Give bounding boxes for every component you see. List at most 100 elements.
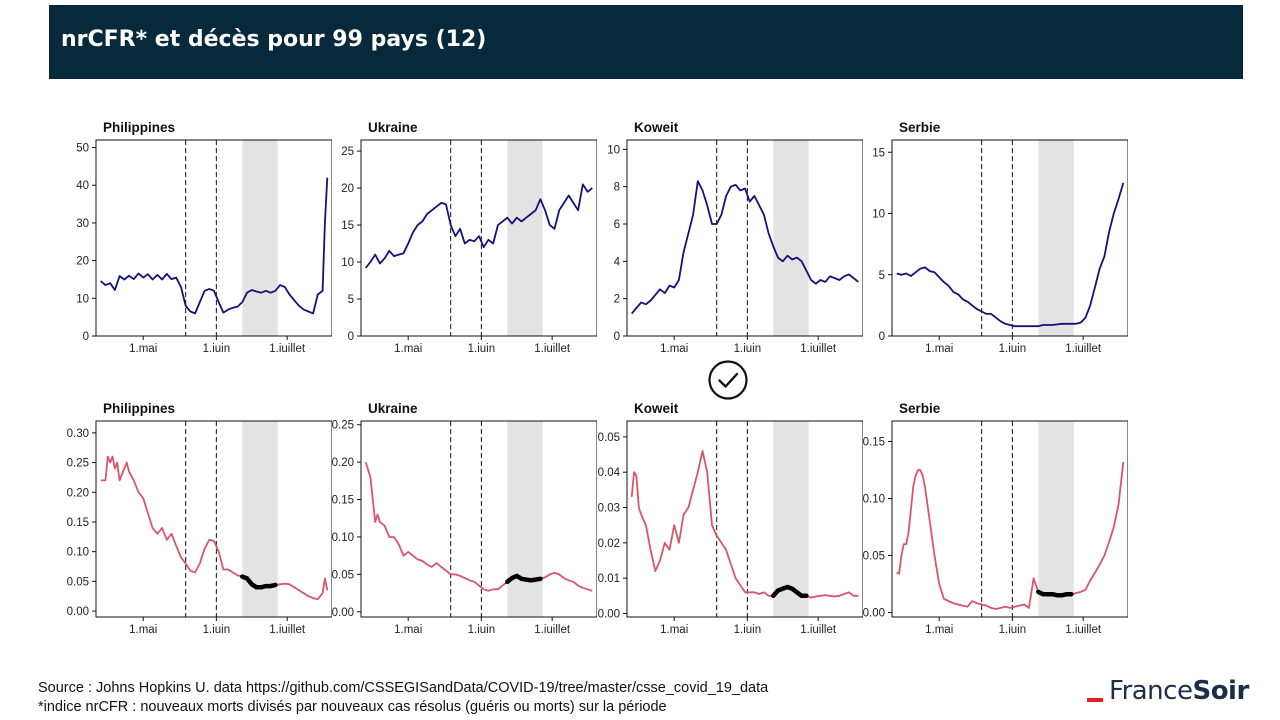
shaded-period: [242, 140, 278, 336]
chart-panel-top-ukraine: 0 5 10 15 20 25 1.mai 1.juin 1.juillet Ukraine: [327, 112, 597, 352]
series-line: [896, 182, 1125, 328]
y-tick-label: 40: [76, 180, 89, 192]
check-circle-icon: [708, 360, 748, 400]
y-tick-label: 0.00: [863, 607, 885, 619]
series-line: [631, 180, 859, 315]
plot-frame: [626, 139, 863, 337]
x-tick-label: 1.juin: [203, 343, 231, 352]
chart-svg: 0 5 10 15 20 25 1.mai 1.juin 1.juillet Ukraine: [341, 120, 597, 352]
highlight-segment: [771, 584, 809, 599]
plot-frame: [626, 420, 863, 618]
y-tick-label: 0.05: [67, 576, 89, 588]
x-tick-label: 1.mai: [660, 343, 688, 352]
plot-frame: [891, 420, 1128, 618]
plot-frame: [95, 420, 332, 618]
y-tick-label: 0.15: [332, 495, 354, 507]
y-tick-label: 0.20: [67, 487, 89, 499]
y-tick-label: 10: [607, 144, 620, 156]
x-tick-label: 1.juin: [999, 343, 1027, 352]
chart-panel-bottom-serbie: 0.00 0.05 0.10 0.15 1.mai 1.juin 1.juillet Serb…: [858, 393, 1128, 633]
y-tick-label: 10: [341, 257, 354, 269]
page-title: nrCFR* et décès pour 99 pays (12): [61, 27, 487, 52]
chart-title: Koweit: [634, 120, 679, 135]
y-tick-label: 8: [614, 182, 620, 194]
y-tick-label: 0.20: [332, 457, 354, 469]
x-tick-label: 1.juin: [734, 624, 762, 633]
x-tick-label: 1.juillet: [534, 624, 571, 633]
x-tick-label: 1.juin: [468, 343, 496, 352]
chart-svg: 0 2 4 6 8 10 1.mai 1.juin 1.juillet Koweit: [607, 120, 863, 352]
x-tick-label: 1.juin: [468, 624, 496, 633]
chart-title: Ukraine: [368, 120, 418, 135]
chart-title: Ukraine: [368, 401, 418, 416]
shaded-period: [1038, 140, 1074, 336]
x-tick-label: 1.mai: [394, 343, 422, 352]
y-tick-label: 0.10: [332, 532, 354, 544]
chart-svg: 0 5 10 15 1.mai 1.juin 1.juillet Serbie: [872, 120, 1128, 352]
series-line: [896, 461, 1125, 610]
source-note: Source : Johns Hopkins U. data https://g…: [38, 680, 769, 696]
x-tick-label: 1.juin: [203, 624, 231, 633]
y-tick-label: 10: [76, 293, 89, 305]
chart-title: Serbie: [899, 120, 941, 135]
y-tick-label: 0.04: [598, 467, 621, 479]
x-tick-label: 1.juin: [999, 624, 1027, 633]
plot-frame: [360, 139, 597, 337]
x-tick-label: 1.juillet: [1065, 343, 1102, 352]
y-tick-label: 50: [76, 143, 89, 155]
y-tick-label: 0.10: [863, 493, 885, 505]
y-tick-label: 0.15: [67, 517, 89, 529]
y-tick-label: 0.10: [67, 547, 89, 559]
shaded-period: [773, 140, 809, 336]
x-tick-label: 1.juillet: [1065, 624, 1102, 633]
series-line: [364, 461, 593, 592]
x-tick-label: 1.mai: [394, 624, 422, 633]
series-line: [364, 183, 593, 269]
y-tick-label: 0.25: [332, 420, 354, 432]
highlight-segment: [240, 574, 278, 590]
francesoir-logo: FranceSoir: [1087, 676, 1249, 712]
plot-frame: [360, 420, 597, 618]
y-tick-label: 0: [83, 331, 89, 343]
y-tick-label: 0: [614, 331, 620, 343]
chart-panel-top-koweit: 0 2 4 6 8 10 1.mai 1.juin 1.juillet Koweit: [593, 112, 863, 352]
chart-title: Philippines: [103, 120, 175, 135]
series-line: [100, 177, 329, 315]
y-tick-label: 0.25: [67, 458, 89, 470]
x-tick-label: 1.juillet: [269, 624, 306, 633]
shaded-period: [1038, 421, 1074, 617]
y-tick-label: 4: [614, 256, 621, 268]
chart-panel-top-serbie: 0 5 10 15 1.mai 1.juin 1.juillet Serbie: [858, 112, 1128, 352]
chart-panel-top-philippines: 0 10 20 30 40 50 1.mai 1.juin 1.juillet Philippin…: [62, 112, 332, 352]
x-tick-label: 1.mai: [129, 343, 157, 352]
y-tick-label: 0.02: [598, 538, 620, 550]
y-tick-label: 0.01: [598, 573, 620, 585]
shaded-period: [773, 421, 809, 617]
x-tick-label: 1.juillet: [800, 343, 837, 352]
y-tick-label: 0.05: [332, 569, 354, 581]
chart-panel-bottom-koweit: 0.00 0.01 0.02 0.03 0.04 0.05 1.mai 1.juin 1.jui…: [593, 393, 863, 633]
y-tick-label: 20: [341, 183, 354, 195]
logo-text-france: France: [1109, 676, 1193, 706]
x-tick-label: 1.juin: [734, 343, 762, 352]
highlight-segment: [505, 573, 543, 585]
y-tick-label: 25: [341, 146, 354, 158]
logo-text-soir: Soir: [1192, 676, 1249, 706]
y-tick-label: 2: [614, 294, 620, 306]
x-tick-label: 1.juillet: [269, 343, 306, 352]
y-tick-label: 0: [348, 331, 354, 343]
chart-svg: 0.00 0.05 0.10 0.15 0.20 0.25 1.mai 1.juin 1.jui…: [332, 401, 597, 633]
y-tick-label: 5: [879, 270, 885, 282]
plot-frame: [95, 139, 332, 337]
y-tick-label: 5: [348, 294, 354, 306]
y-tick-label: 0.00: [598, 608, 620, 620]
chart-title: Koweit: [634, 401, 679, 416]
shaded-period: [507, 140, 543, 336]
x-tick-label: 1.mai: [925, 624, 953, 633]
chart-svg: 0.00 0.05 0.10 0.15 1.mai 1.juin 1.juillet Serb…: [863, 401, 1128, 633]
chart-svg: 0.00 0.01 0.02 0.03 0.04 0.05 1.mai 1.juin 1.jui…: [598, 401, 863, 633]
y-tick-label: 15: [872, 147, 885, 159]
y-tick-label: 6: [614, 219, 620, 231]
y-tick-label: 0.30: [67, 428, 89, 440]
y-tick-label: 0.05: [863, 550, 885, 562]
